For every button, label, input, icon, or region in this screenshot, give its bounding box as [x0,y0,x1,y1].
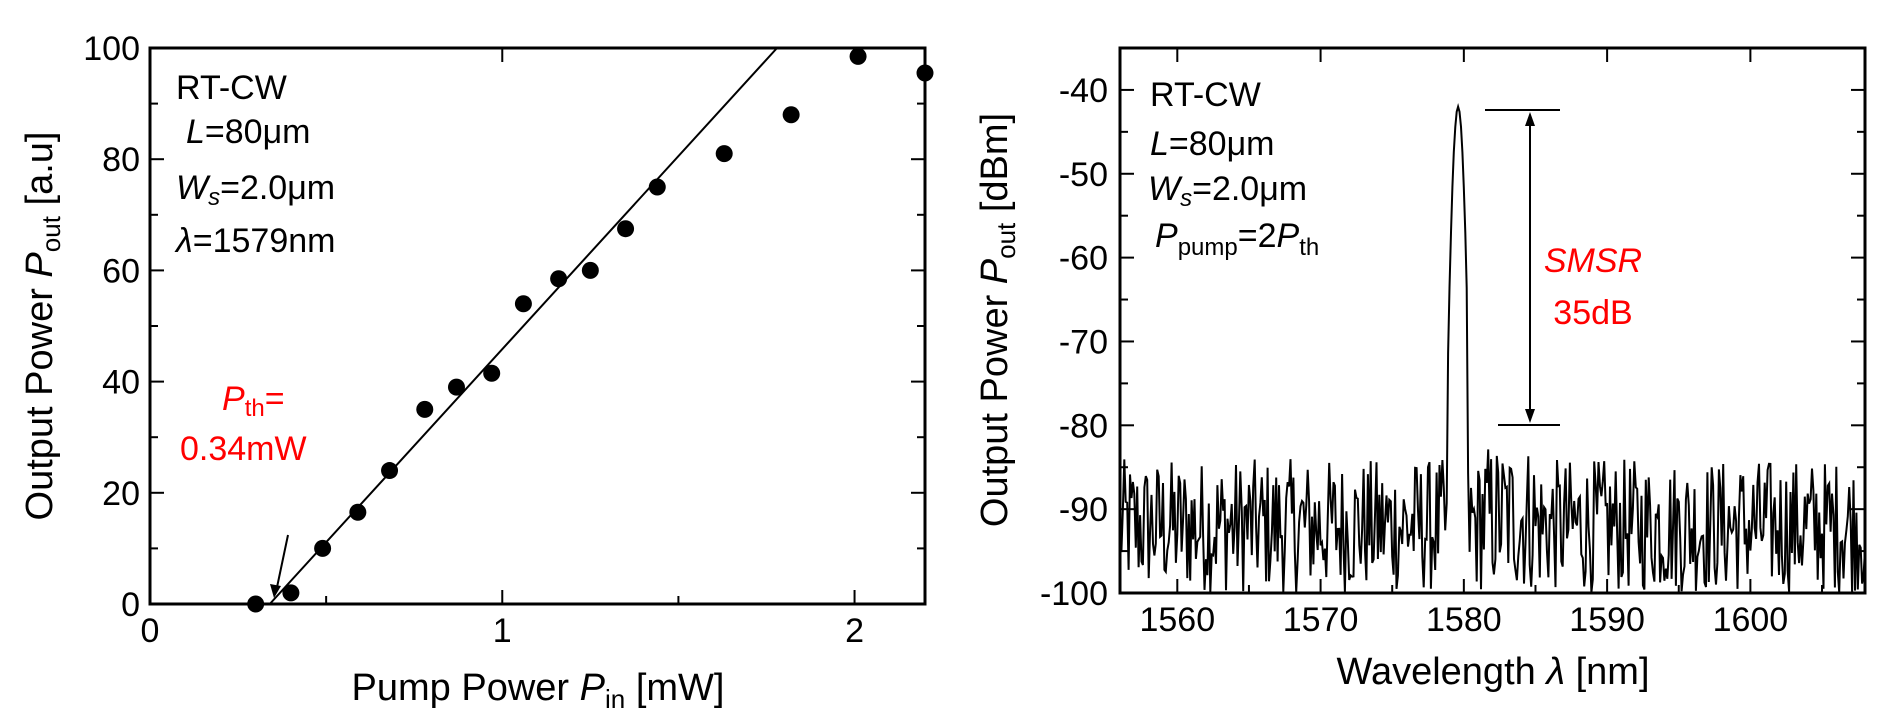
left-x-axis-title: Pump Power Pin [mW] [352,667,725,714]
right-width-label: Ws=2.0μm [1148,170,1307,212]
data-point [782,106,800,124]
right-pump-label: Ppump=2Pth [1155,217,1319,261]
data-point [247,595,265,613]
right-x-axis-title: Wavelength λ [nm] [1337,651,1650,693]
left-data-points [247,47,934,613]
threshold-label: Pth= [222,380,285,422]
data-point [617,220,635,238]
right-length-label: L=80μm [1150,125,1275,163]
right-x-tick-label: 1590 [1569,601,1645,639]
right-y-tick-label: -80 [1059,407,1108,445]
left-y-axis-title: Output Power Pout [a.u] [19,132,66,521]
smsr-arrowhead-bottom [1525,409,1535,423]
spectrum-line [1119,102,1866,593]
left-y-tick-label: 60 [102,252,140,290]
right-x-tick-label: 1580 [1426,601,1502,639]
data-point [349,503,367,521]
threshold-arrow [275,534,289,593]
left-length-label: L=80μm [186,113,311,151]
right-x-tick-label: 1560 [1139,601,1215,639]
left-y-tick-label: 100 [83,30,140,68]
right-y-tick-label: -50 [1059,156,1108,194]
data-point [916,64,934,82]
threshold-value: 0.34mW [180,430,307,468]
data-point [514,295,532,313]
left-lambda-label: λ=1579nm [174,222,335,260]
left-y-tick-label: 20 [102,475,140,513]
right-chart: 1560 1570 1580 1590 1600 -40 -50 -60 -70 -80 -90 -1… [974,46,1867,693]
right-x-tick-label: 1570 [1283,601,1359,639]
left-fit-line [269,47,778,605]
smsr-value: 35dB [1553,294,1632,332]
data-point [581,261,599,279]
right-plot-frame [1118,46,1867,595]
left-y-tick-label: 0 [121,586,140,624]
data-point [715,145,733,163]
left-cond-label: RT-CW [176,69,287,107]
data-point [416,400,434,418]
right-y-tick-label: -70 [1059,323,1108,361]
right-y-axis-title: Output Power Pout [dBm] [974,113,1021,527]
left-y-tick-label: 80 [102,141,140,179]
data-point [381,462,399,480]
right-ticks: 1560 1570 1580 1590 1600 -40 -50 -60 -70 -80 -90 -1… [1040,48,1865,639]
data-point [447,378,465,396]
smsr-label: SMSR [1544,242,1642,280]
data-point [550,270,568,288]
right-y-tick-label: -100 [1040,575,1108,613]
left-x-tick-label: 2 [845,612,864,650]
left-x-tick-label: 1 [493,612,512,650]
right-y-tick-label: -60 [1059,240,1108,278]
left-x-tick-label: 0 [141,612,160,650]
data-point [282,584,300,602]
right-y-tick-label: -90 [1059,491,1108,529]
left-y-tick-label: 40 [102,364,140,402]
data-point [849,47,867,65]
right-cond-label: RT-CW [1150,76,1261,114]
threshold-arrowhead [270,584,281,598]
smsr-arrowhead-top [1525,112,1535,126]
data-point [483,364,501,382]
right-y-tick-label: -40 [1059,72,1108,110]
left-width-label: Ws=2.0μm [176,169,335,211]
data-point [314,539,332,557]
right-x-tick-label: 1600 [1713,601,1789,639]
